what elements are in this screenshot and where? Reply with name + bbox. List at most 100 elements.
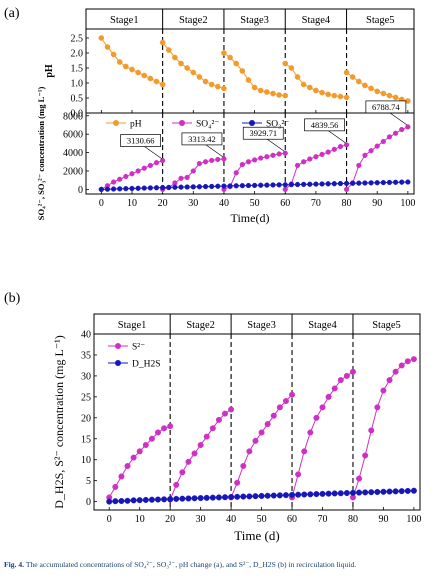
ph-series-point — [294, 74, 301, 80]
sulfate-series-blue-point — [190, 184, 196, 190]
sulfate-series-blue-point — [301, 181, 307, 187]
ph-series-point — [159, 81, 166, 88]
sulfide-series-blue-point — [130, 497, 137, 504]
annotation-value-3: 3929.71 — [249, 128, 277, 138]
sulfide-series-blue-point — [228, 494, 235, 501]
ph-series-point — [141, 72, 148, 79]
sulfate-series-blue-point — [264, 182, 270, 188]
sulfide-axis-xtick-label-9: 90 — [378, 514, 388, 525]
sulfate-series-blue-point — [386, 179, 393, 186]
sulfide-series-magenta-point — [374, 404, 381, 411]
sulfate-series-blue-point — [227, 183, 233, 189]
annotation-value-1: 3130.66 — [127, 136, 155, 146]
ph-series-point — [239, 68, 246, 74]
sulfide-series-magenta-point — [258, 429, 265, 436]
sulfide-series-blue-point — [215, 494, 222, 501]
figure-caption: Fig. 4. The accumulated concentrations o… — [4, 560, 432, 570]
annotation-value-5: 6788.74 — [372, 102, 400, 112]
sulfate-series-blue-point — [153, 185, 160, 191]
sulfate-series-blue-point — [307, 181, 313, 187]
sulfate-series-magenta-point — [196, 161, 203, 167]
sulfide-series-blue-point — [404, 487, 411, 494]
sulfide-series-magenta-point — [343, 372, 350, 379]
sulfide-series-blue-point — [234, 493, 241, 500]
ph-axis-ytick-label-2: 1.0 — [71, 79, 84, 90]
sulfate-series-magenta-point — [221, 156, 227, 162]
panel-b-stage-label-1: Stage1 — [118, 320, 147, 331]
sulfate-series-magenta-point — [178, 175, 184, 181]
sulfide-series-magenta-point — [252, 437, 259, 444]
ph-series-point — [116, 59, 123, 65]
ph-series-point — [276, 92, 282, 98]
ph-series-point — [202, 78, 209, 85]
sulfide-series-magenta-line-3 — [230, 394, 293, 498]
annotation-leader-1 — [144, 146, 162, 159]
sulfide-series-magenta-point — [173, 481, 180, 488]
sulfide-axis-ytick-label-1: 5 — [86, 476, 91, 487]
sulfate-series-magenta-point — [301, 159, 307, 165]
sulfide-series-blue-point — [258, 492, 265, 499]
ph-series-point — [178, 60, 184, 67]
sulfide-series-blue-point — [161, 496, 168, 503]
sulfide-series-blue-point — [289, 491, 296, 498]
sulfide-axis-ytick-label-2: 10 — [81, 455, 91, 466]
sulfate-axis-ytick-label-3: 6000 — [63, 130, 83, 141]
sulfate-axis-xtick-label-6: 60 — [280, 198, 290, 209]
ph-series-point — [368, 85, 374, 92]
sulfide-series-magenta-point — [215, 416, 222, 423]
sulfate-series-magenta-point — [258, 155, 264, 161]
sulfide-series-magenta-point — [337, 377, 344, 384]
sulfate-series-magenta-point — [313, 154, 319, 160]
ph-series-point — [282, 60, 289, 67]
sulfide-series-blue-point — [179, 495, 186, 502]
annotation-leader-4 — [328, 130, 346, 144]
ph-series-point — [129, 66, 135, 73]
sulfate-series-magenta-point — [135, 168, 141, 174]
sulfide-series-blue-point — [386, 488, 393, 495]
ph-series-point — [343, 69, 350, 76]
sulfate-series-blue-point — [331, 181, 337, 187]
ph-series-point — [257, 87, 264, 94]
ph-series-point — [159, 39, 166, 46]
ph-series-point — [306, 84, 313, 91]
sulfate-axis-xtick-label-1: 10 — [127, 198, 137, 209]
sulfide-series-blue-point — [276, 492, 283, 499]
sulfate-series-blue-point — [117, 186, 123, 192]
sulfide-axis-xtick-label-10: 100 — [406, 514, 421, 525]
sulfate-series-magenta-point — [325, 149, 331, 155]
sulfide-series-magenta-point — [154, 429, 161, 436]
sulfate-series-magenta-point — [117, 176, 123, 182]
ph-series-point — [270, 90, 276, 97]
sulfide-series-blue-point — [240, 493, 247, 500]
sulfate-series-blue-point — [350, 180, 356, 186]
sulfide-series-blue-point — [112, 498, 119, 505]
sulfide-series-magenta-point — [228, 406, 235, 413]
sulfide-series-magenta-line-5 — [352, 358, 415, 498]
sulfate-series-blue-point — [288, 182, 294, 188]
ph-series-point — [343, 94, 350, 101]
sulfate-series-blue-point — [184, 184, 190, 190]
sulfide-series-blue-point — [380, 488, 387, 495]
ph-series-point — [356, 78, 362, 85]
sulfate-series-blue-point — [356, 180, 362, 186]
sulfide-series-magenta-point — [136, 448, 143, 455]
sulfate-axis-xtick-label-9: 90 — [372, 198, 382, 209]
ph-series-line-5 — [346, 72, 409, 102]
sulfate-axis-ytick-label-2: 4000 — [63, 148, 83, 159]
sulfate-series-magenta-point — [319, 151, 325, 158]
sulfate-axis-plot-frame — [85, 112, 415, 195]
legend-a-so4-label: SO₄²⁻ — [196, 120, 219, 130]
sulfate-axis-ytick-label-4: 8000 — [63, 111, 83, 122]
sulfide-series-blue-point — [185, 495, 192, 502]
caption-text: The accumulated concentrations of SO₄²⁻,… — [25, 560, 357, 569]
sulfide-series-magenta-point — [313, 414, 320, 421]
sulfide-series-magenta-point — [118, 473, 125, 480]
sulfide-series-magenta-point — [148, 435, 155, 442]
sulfide-series-magenta-point — [362, 452, 369, 459]
sulfate-series-blue-point — [313, 181, 319, 187]
sulfate-series-magenta-point — [276, 151, 282, 157]
panel-a-stage-label-1: Stage1 — [110, 15, 139, 26]
sulfate-series-magenta-point — [209, 157, 215, 164]
ph-axis-ytick-label-1: 0.5 — [71, 94, 84, 105]
sulfide-series-magenta-point — [349, 368, 356, 375]
